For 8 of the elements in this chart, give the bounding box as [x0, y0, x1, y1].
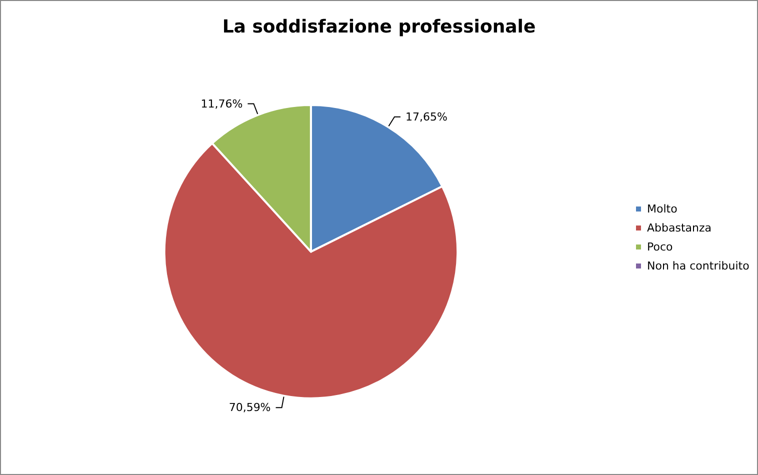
legend-label: Abbastanza [647, 222, 712, 234]
chart-title: La soddisfazione professionale [222, 16, 536, 38]
data-label: 70,59% [228, 401, 271, 414]
legend-label: Molto [647, 202, 678, 216]
legend-label: Poco [647, 240, 674, 254]
data-label: 17,65% [405, 110, 448, 124]
data-label: 11,76% [200, 97, 243, 110]
legend-label: Non ha contribuito [647, 260, 750, 272]
